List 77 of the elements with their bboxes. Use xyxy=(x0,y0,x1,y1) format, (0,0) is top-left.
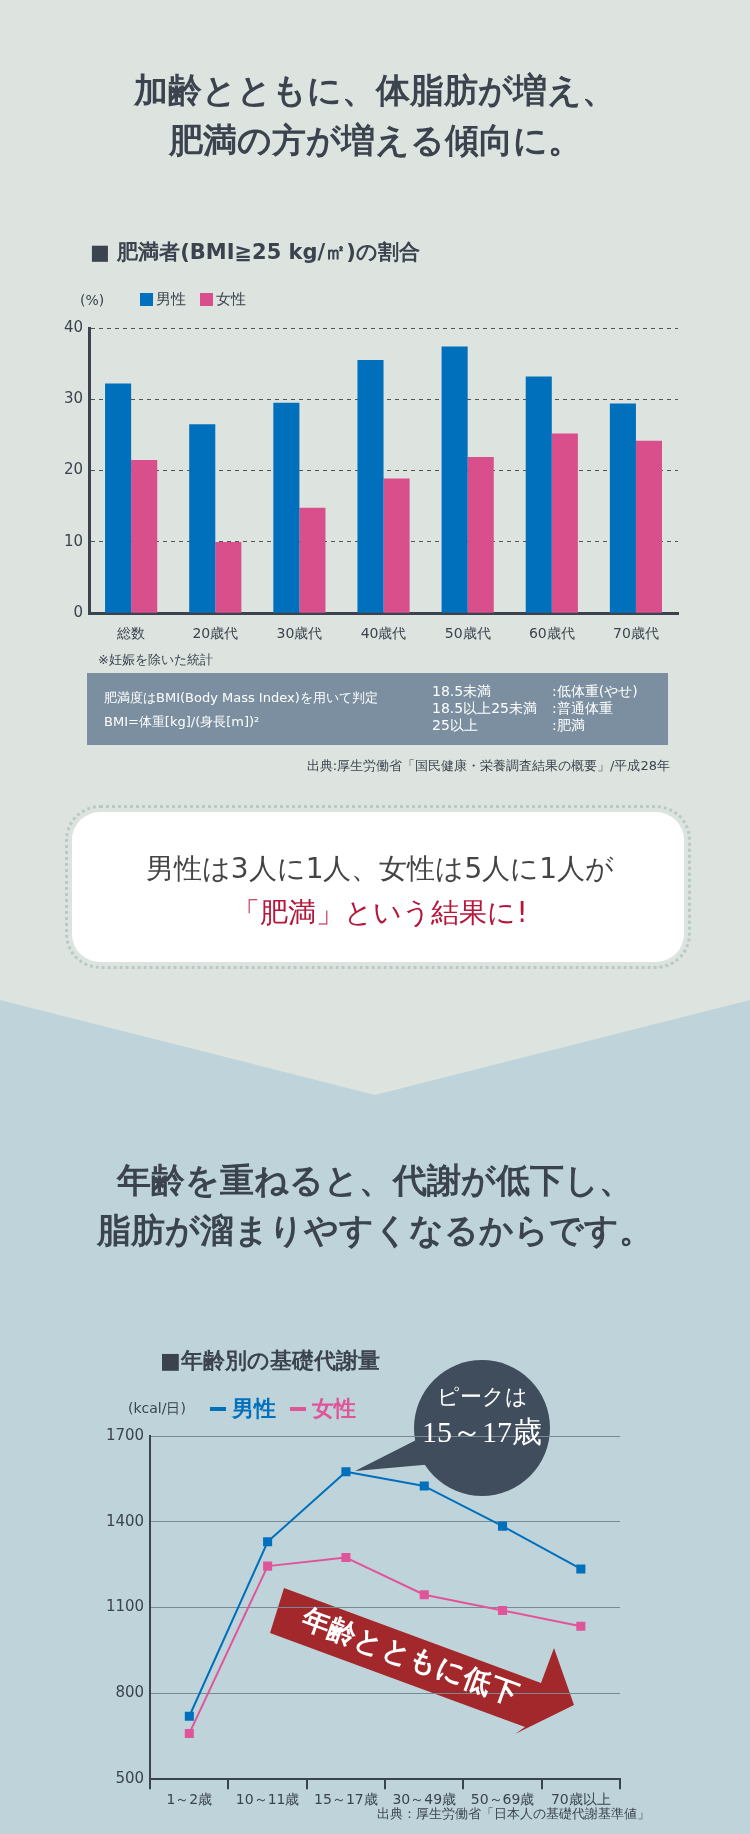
y-tick-label: 0 xyxy=(73,603,84,622)
bar xyxy=(635,440,663,613)
text: ピークは xyxy=(435,1384,529,1411)
annotation: 15～17歳 xyxy=(421,1414,543,1450)
x-tick-label: 70歳以上 xyxy=(550,1791,611,1808)
legend-label: 女性 xyxy=(312,1395,356,1423)
point xyxy=(341,1467,351,1477)
y-axis-title: (%) xyxy=(80,292,105,308)
point xyxy=(498,1521,508,1531)
bar xyxy=(525,376,552,613)
y-tick-label: 20 xyxy=(63,460,84,479)
text: 18.5以上25未満 xyxy=(432,700,537,717)
text: ※妊娠を除いた統計 xyxy=(98,652,213,668)
point xyxy=(263,1561,273,1571)
source-note: 出典:厚生労働省「国民健康・栄養調査結果の概要」/平成28年 xyxy=(305,758,670,774)
bar xyxy=(215,541,242,613)
text: 18.5未満 xyxy=(432,683,492,700)
bar xyxy=(131,459,158,613)
text: 男性は3人に1人、女性は5人に1人が xyxy=(144,852,616,886)
text: 「肥満」という結果に! xyxy=(231,896,529,930)
text: BMI=体重[kg]/(身長[m])² xyxy=(104,714,260,730)
bar xyxy=(273,402,300,613)
x-tick-label: 50～69歳 xyxy=(470,1791,535,1808)
x-tick-label: 20歳代 xyxy=(192,625,239,642)
x-tick-label: 30～49歳 xyxy=(392,1791,457,1808)
text: :肥満 xyxy=(552,717,585,734)
y-tick-label: 10 xyxy=(63,531,84,550)
x-tick-label: 総数 xyxy=(116,625,146,642)
point xyxy=(419,1481,429,1491)
text: 脂肪が溜まりやすくなるからです。 xyxy=(95,1210,654,1251)
text: 25以上 xyxy=(432,717,478,734)
bar xyxy=(467,457,494,613)
x-tick-label: 50歳代 xyxy=(444,625,491,642)
text: :普通体重 xyxy=(552,700,613,717)
x-tick-label: 30歳代 xyxy=(276,625,323,642)
point xyxy=(184,1711,194,1721)
text: 肥満の方が増える傾向に。 xyxy=(167,120,583,161)
y-tick-label: 1100 xyxy=(105,1597,145,1616)
legend-label: 男性 xyxy=(232,1395,276,1423)
x-tick-label: 70歳代 xyxy=(613,625,659,642)
y-tick-label: 30 xyxy=(63,389,84,408)
bar xyxy=(105,383,132,613)
bar xyxy=(299,507,326,613)
bar xyxy=(189,424,216,613)
text: 加齢とともに、体脂肪が増え、 xyxy=(132,70,617,111)
text: 年齢を重ねると、代謝が低下し、 xyxy=(115,1160,634,1201)
bar xyxy=(383,478,410,613)
x-tick-label: 1～2歳 xyxy=(166,1791,213,1808)
legend-label: 男性 xyxy=(156,290,186,309)
x-tick-label: 10～11歳 xyxy=(235,1791,300,1808)
y-tick-label: 500 xyxy=(115,1769,145,1788)
legend-label: 女性 xyxy=(216,290,246,309)
y-tick-label: 1700 xyxy=(105,1425,145,1444)
bar xyxy=(609,403,636,613)
point xyxy=(498,1605,508,1615)
point xyxy=(341,1553,351,1563)
source-note: 出典：厚生労働省「日本人の基礎代謝基準値」 xyxy=(376,1806,650,1822)
point xyxy=(263,1537,273,1547)
x-tick-label: 60歳代 xyxy=(528,625,575,642)
x-tick-label: 15～17歳 xyxy=(314,1791,378,1808)
bar xyxy=(441,346,468,613)
chart-title: ■年齢別の基礎代謝量 xyxy=(160,1347,380,1375)
y-tick-label: 1400 xyxy=(105,1511,145,1530)
chart-title: ■ 肥満者(BMI≧25 kg/㎡)の割合 xyxy=(90,239,420,266)
x-tick-label: 40歳代 xyxy=(360,625,407,642)
y-tick-label: 800 xyxy=(115,1683,145,1702)
point xyxy=(184,1728,194,1738)
y-axis-title: (kcal/日) xyxy=(128,1400,186,1418)
text: :低体重(やせ) xyxy=(552,683,638,700)
point xyxy=(576,1621,586,1631)
bar xyxy=(551,433,578,613)
bar xyxy=(357,360,384,613)
text: 肥満度はBMI(Body Mass Index)を用いて判定 xyxy=(104,690,378,706)
annotation: 年齢とともに低下 xyxy=(296,1601,524,1713)
y-tick-label: 40 xyxy=(63,317,84,336)
point xyxy=(576,1564,586,1574)
point xyxy=(419,1590,429,1600)
